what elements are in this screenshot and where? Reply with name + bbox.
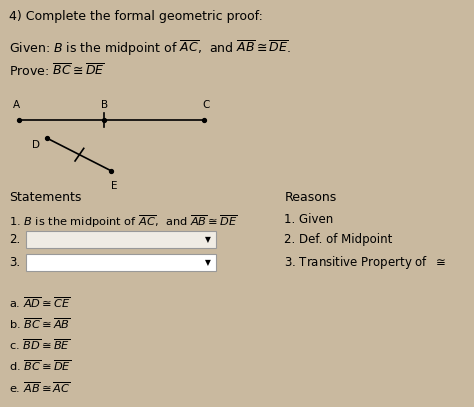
Text: D: D [32,140,39,151]
Text: d. $\overline{BC} \cong \overline{DE}$: d. $\overline{BC} \cong \overline{DE}$ [9,359,72,373]
Text: 3. Transitive Property of  $\cong$: 3. Transitive Property of $\cong$ [284,254,447,271]
Text: Prove: $\overline{BC} \cong \overline{DE}$: Prove: $\overline{BC} \cong \overline{DE… [9,63,105,79]
Text: b. $\overline{BC} \cong \overline{AB}$: b. $\overline{BC} \cong \overline{AB}$ [9,316,71,331]
Bar [26,231,216,248]
Text: E: E [110,181,117,191]
Text: C: C [202,100,210,110]
Text: Reasons: Reasons [284,191,337,204]
Text: 2.: 2. [9,233,21,246]
Text: 4) Complete the formal geometric proof:: 4) Complete the formal geometric proof: [9,10,264,23]
Text: e. $\overline{AB} \cong \overline{AC}$: e. $\overline{AB} \cong \overline{AC}$ [9,380,71,394]
Bar [26,254,216,271]
Text: ▼: ▼ [205,258,211,267]
Text: 1. $B$ is the midpoint of $\overline{AC}$,  and $\overline{AB} \cong \overline{D: 1. $B$ is the midpoint of $\overline{AC}… [9,213,238,230]
Text: A: A [13,100,20,110]
Text: c. $\overline{BD} \cong \overline{BE}$: c. $\overline{BD} \cong \overline{BE}$ [9,337,71,352]
Text: 3.: 3. [9,256,20,269]
Text: B: B [100,100,108,110]
Text: Given: $B$ is the midpoint of $\overline{AC}$,  and $\overline{AB} \cong \overli: Given: $B$ is the midpoint of $\overline… [9,39,292,58]
Text: Statements: Statements [9,191,82,204]
Text: a. $\overline{AD} \cong \overline{CE}$: a. $\overline{AD} \cong \overline{CE}$ [9,295,71,310]
Text: 2. Def. of Midpoint: 2. Def. of Midpoint [284,233,393,246]
Text: 1. Given: 1. Given [284,213,334,226]
Text: ▼: ▼ [205,235,211,244]
